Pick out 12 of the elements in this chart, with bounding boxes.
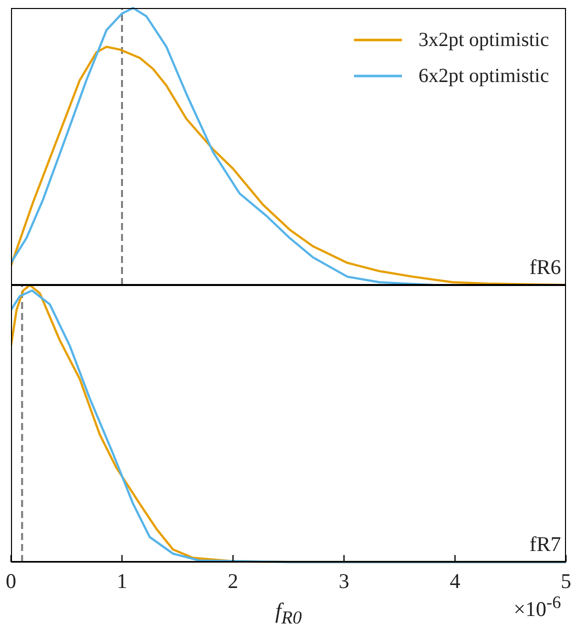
x-tick-label: 4 [450, 569, 461, 593]
legend-label: 3x2pt optimistic [418, 28, 549, 53]
x-tick-label: 1 [116, 569, 128, 593]
annotation: fR6 [530, 255, 561, 280]
text: ×10$^{-6}$ [514, 592, 561, 622]
x-tick-label: 5 [560, 569, 572, 593]
x-tick-label: 2 [228, 569, 238, 593]
legend-label: 6x2pt optimistic [418, 64, 549, 89]
x-tick-label: 0 [6, 569, 16, 593]
annotation: fR7 [530, 532, 561, 557]
x-tick-label: 3 [338, 569, 350, 593]
x-axis-title: f$_{R0}$ [275, 598, 302, 628]
